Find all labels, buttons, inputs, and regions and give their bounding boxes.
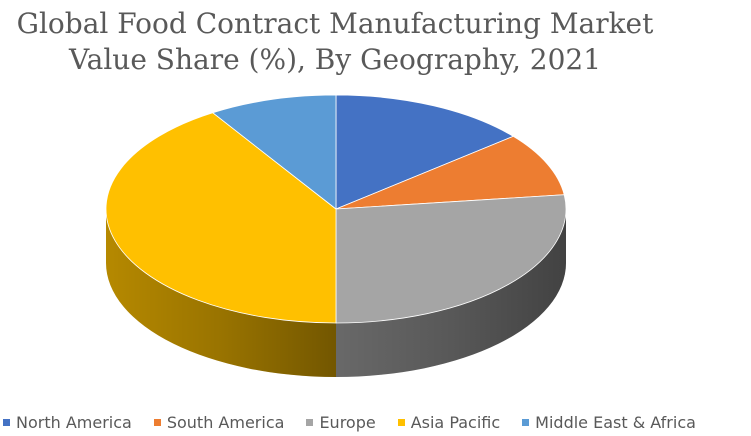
pie-side-shade (336, 209, 566, 377)
pie-slices (105, 94, 567, 324)
legend-swatch (3, 418, 10, 426)
pie-slice-north-america (335, 94, 515, 210)
legend-swatch (522, 418, 530, 426)
legend-label: Asia Pacific (410, 412, 501, 432)
legend-item-asia-pacific: Asia Pacific (397, 412, 501, 432)
pie-slice-asia-pacific (105, 112, 337, 324)
chart-title-line-1: Global Food Contract Manufacturing Marke… (16, 7, 654, 40)
legend-swatch (397, 418, 405, 426)
legend-swatch (153, 418, 161, 426)
legend-label: Middle East & Africa (535, 412, 696, 432)
pie-side-shade (106, 209, 336, 377)
pie-slice-middle-east-africa (211, 94, 337, 210)
pie-slice-europe (335, 194, 567, 324)
legend-item-europe: Europe (306, 412, 376, 432)
legend-label: Europe (319, 412, 376, 432)
pie-chart (105, 94, 567, 377)
chart-title-line-2: Value Share (%), By Geography, 2021 (68, 43, 602, 76)
legend-item-middle-east-africa: Middle East & Africa (522, 413, 696, 432)
chart-legend: North America South America Europe Asia … (0, 410, 751, 434)
legend-item-north-america: North America (3, 413, 132, 432)
pie-sides (106, 209, 566, 377)
chart-title: Global Food Contract Manufacturing Marke… (0, 6, 670, 78)
legend-label: North America (16, 412, 132, 432)
legend-item-south-america: South America (153, 412, 285, 432)
legend-swatch (306, 418, 314, 426)
pie-slice-south-america (335, 135, 565, 210)
legend-label: South America (166, 412, 285, 432)
